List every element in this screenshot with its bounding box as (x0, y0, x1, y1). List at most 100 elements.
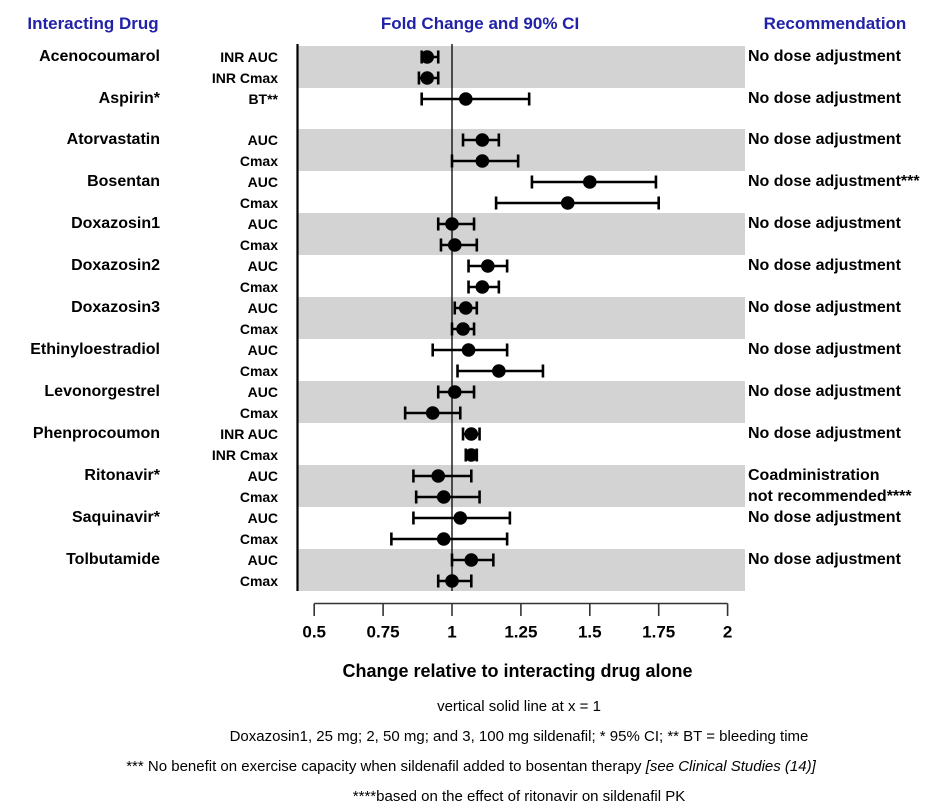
point-estimate (464, 553, 479, 567)
recommendation-label: not recommended**** (748, 488, 912, 505)
point-estimate (453, 511, 468, 525)
x-axis-tick-label: 1.5 (578, 622, 602, 641)
footnote-bosentan-text: *** No benefit on exercise capacity when… (126, 758, 646, 775)
metric-label: AUC (247, 258, 278, 274)
metric-label: AUC (247, 342, 278, 358)
metric-label: AUC (247, 174, 278, 190)
x-axis-tick-label: 1 (447, 622, 456, 641)
recommendation-label: No dose adjustment*** (748, 173, 920, 190)
point-estimate (458, 301, 473, 315)
drug-label: Acenocoumarol (39, 48, 160, 65)
metric-label: AUC (247, 216, 278, 232)
group-band (297, 46, 745, 88)
x-axis-tick-label: 0.75 (367, 622, 400, 641)
footnote-doses-ci-bt: Doxazosin1, 25 mg; 2, 50 mg; and 3, 100 … (229, 728, 809, 745)
point-estimate (425, 406, 440, 420)
point-estimate (464, 427, 479, 441)
drug-label: Levonorgestrel (44, 383, 160, 400)
recommendation-label: No dose adjustment (748, 131, 901, 148)
recommendation-label: No dose adjustment (748, 509, 901, 526)
drug-label: Phenprocoumon (32, 425, 160, 442)
point-estimate (475, 154, 490, 168)
column-header-interacting-drug: Interacting Drug (27, 14, 159, 33)
metric-label: Cmax (239, 573, 278, 589)
recommendation-label: No dose adjustment (748, 48, 901, 65)
point-estimate (560, 196, 575, 210)
metric-label: INR AUC (220, 426, 278, 442)
metric-label: Cmax (239, 363, 278, 379)
group-band (297, 381, 745, 423)
point-estimate (436, 490, 451, 504)
drug-label: Aspirin* (98, 90, 160, 107)
metric-label: INR Cmax (211, 70, 278, 86)
footnote-ritonavir: ****based on the effect of ritonavir on … (352, 788, 686, 805)
metric-label: AUC (247, 384, 278, 400)
recommendation-label: No dose adjustment (748, 341, 901, 358)
point-estimate (445, 217, 459, 231)
point-estimate (475, 133, 490, 147)
x-axis-title: Change relative to interacting drug alon… (342, 661, 693, 681)
recommendation-label: No dose adjustment (748, 425, 901, 442)
point-estimate (456, 322, 470, 336)
footnote-bosentan: *** No benefit on exercise capacity when… (0, 756, 942, 778)
recommendation-label: No dose adjustment (748, 299, 901, 316)
column-header-fold-change: Fold Change and 90% CI (380, 14, 580, 33)
drug-label: Doxazosin3 (71, 299, 160, 316)
group-band (297, 213, 745, 255)
point-estimate (447, 385, 462, 399)
group-band (297, 465, 745, 507)
metric-label: INR AUC (220, 49, 278, 65)
metric-label: Cmax (239, 279, 278, 295)
group-band (297, 129, 745, 171)
recommendation-label: No dose adjustment (748, 383, 901, 400)
x-axis-tick-label: 0.5 (302, 622, 326, 641)
metric-label: AUC (247, 132, 278, 148)
recommendation-label: Coadministration (748, 467, 880, 484)
point-estimate (445, 574, 459, 588)
point-estimate (447, 238, 462, 252)
drug-label: Ethinyloestradiol (30, 341, 160, 358)
drug-label: Doxazosin2 (71, 257, 160, 274)
metric-label: Cmax (239, 321, 278, 337)
recommendation-label: No dose adjustment (748, 551, 901, 568)
group-band (297, 297, 745, 339)
point-estimate (461, 343, 476, 357)
metric-label: AUC (247, 468, 278, 484)
metric-label: BT** (248, 91, 278, 107)
metric-label: Cmax (239, 405, 278, 421)
recommendation-label: No dose adjustment (748, 215, 901, 232)
metric-label: AUC (247, 552, 278, 568)
metric-label: Cmax (239, 195, 278, 211)
point-estimate (475, 280, 490, 294)
point-estimate (431, 469, 446, 483)
recommendation-label: No dose adjustment (748, 257, 901, 274)
drug-label: Tolbutamide (66, 551, 160, 568)
metric-label: Cmax (239, 531, 278, 547)
recommendation-label: No dose adjustment (748, 90, 901, 107)
x-axis-tick-label: 2 (723, 622, 732, 641)
x-axis-tick-label: 1.25 (504, 622, 537, 641)
metric-label: INR Cmax (211, 447, 278, 463)
point-estimate (420, 71, 434, 85)
point-estimate (481, 259, 495, 273)
footnote-bosentan-citation: [see Clinical Studies (14)] (645, 758, 816, 775)
drug-label: Atorvastatin (66, 131, 160, 148)
drug-label: Doxazosin1 (71, 215, 160, 232)
drug-label: Bosentan (87, 173, 160, 190)
point-estimate (583, 175, 597, 189)
metric-label: AUC (247, 510, 278, 526)
point-estimate (492, 364, 506, 378)
x-axis-tick-label: 1.75 (642, 622, 675, 641)
point-estimate (420, 50, 434, 64)
metric-label: Cmax (239, 237, 278, 253)
drug-label: Saquinavir* (71, 509, 160, 526)
drug-label: Ritonavir* (84, 467, 160, 484)
metric-label: Cmax (239, 153, 278, 169)
metric-label: Cmax (239, 489, 278, 505)
point-estimate (458, 92, 473, 106)
point-estimate (464, 448, 479, 462)
group-band (297, 549, 745, 591)
metric-label: AUC (247, 300, 278, 316)
